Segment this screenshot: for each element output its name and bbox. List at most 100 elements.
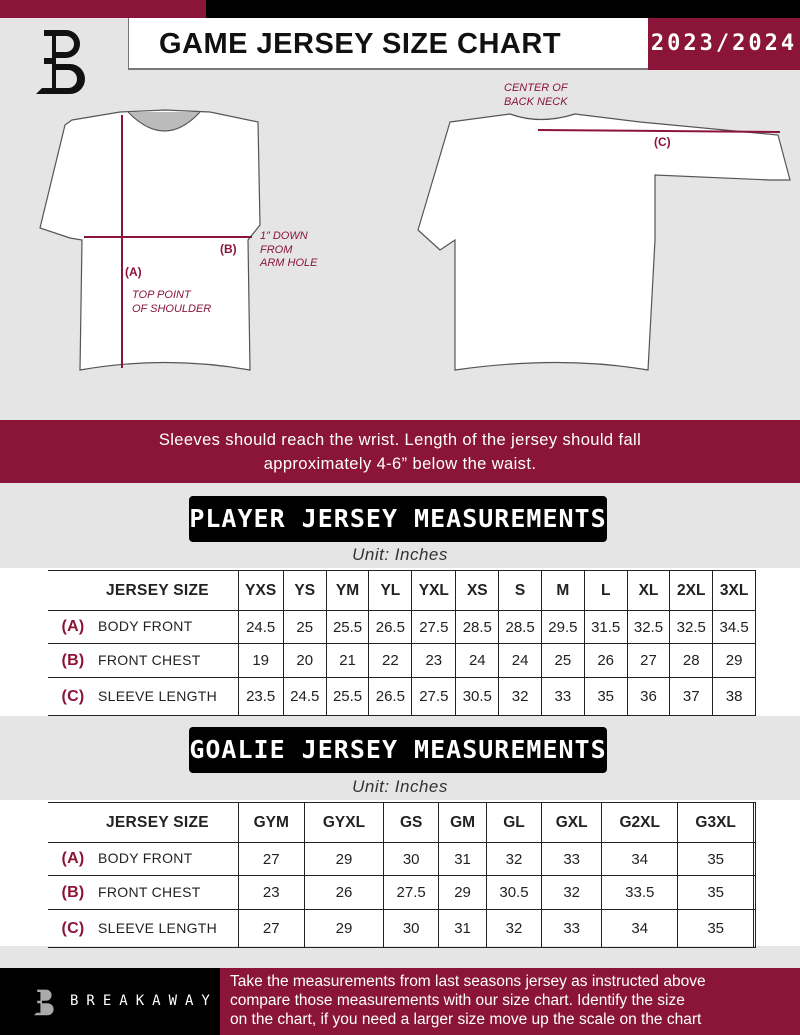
- arm-hole-note: 1” DOWN FROM ARM HOLE: [260, 230, 317, 271]
- measurement-cell: 35: [677, 875, 755, 910]
- label-a: (A): [125, 265, 142, 279]
- footer-line: Take the measurements from last seasons …: [230, 973, 706, 990]
- measurement-row: (A) BODY FRONT 24.5 25 25.5 26.5 27.5 28.5 28.5 2…: [48, 610, 756, 644]
- measurement-cell: 32: [541, 875, 603, 910]
- measurement-cell: 21: [325, 643, 370, 678]
- measurement-cell: 27: [237, 909, 305, 948]
- measurement-cell: 35: [677, 842, 755, 876]
- back-jersey: [417, 113, 791, 371]
- note-line: ARM HOLE: [260, 257, 318, 269]
- note-line: BACK NECK: [504, 95, 568, 108]
- measurement-cell: 26: [303, 875, 385, 910]
- footer-brand-name: BREAKAWAY: [70, 993, 218, 1009]
- measurement-cell: 33.5: [601, 875, 679, 910]
- measure-letter: (A): [61, 618, 85, 635]
- top-accent-bar: [0, 0, 206, 18]
- measurement-cell: 27: [626, 643, 671, 678]
- measurement-cell: 26: [583, 643, 628, 678]
- measurement-cell: 24: [498, 643, 542, 678]
- measurement-cell: 24: [455, 643, 500, 678]
- top-black-bar: [206, 0, 800, 18]
- size-col-header: YM: [325, 570, 370, 611]
- measurement-cell: 23: [411, 643, 457, 678]
- size-col-header: GS: [383, 802, 440, 843]
- measurement-cell: 29: [303, 842, 385, 876]
- note-line: TOP POINT: [132, 289, 191, 301]
- size-col-header: [753, 802, 756, 843]
- size-col-header: GYXL: [303, 802, 385, 843]
- measurement-cell: 33: [541, 842, 603, 876]
- breakaway-logo-icon: [36, 30, 85, 94]
- measurement-cell: 29.5: [540, 610, 585, 644]
- measurement-cell: 37: [669, 677, 714, 716]
- banner-line: approximately 4-6” below the waist.: [263, 455, 537, 473]
- measure-letter: (C): [61, 919, 85, 937]
- measurement-cell: 20: [282, 643, 327, 678]
- measurement-cell: 28.5: [455, 610, 500, 644]
- note-line: 1” DOWN: [260, 230, 308, 242]
- note-line: CENTER OF: [504, 82, 568, 94]
- size-col-header: YS: [282, 570, 327, 611]
- measure-label: FRONT CHEST: [98, 651, 201, 668]
- measurement-cell: 33: [540, 677, 585, 716]
- measure-label: BODY FRONT: [98, 618, 193, 634]
- size-col-header: GXL: [541, 802, 603, 843]
- measurement-cell: 32.5: [626, 610, 671, 644]
- measurement-row: (B) FRONT CHEST 19 20 21 22 23 24 24 25 26 27 28 29: [48, 643, 756, 678]
- size-col-header: GM: [438, 802, 487, 843]
- measure-label: FRONT CHEST: [98, 883, 201, 900]
- size-header-label: JERSEY SIZE: [48, 802, 239, 843]
- goalie-section-title: GOALIE JERSEY MEASUREMENTS: [189, 727, 607, 773]
- size-header-label: JERSEY SIZE: [48, 570, 239, 611]
- size-col-header: M: [540, 570, 585, 611]
- size-header-row: JERSEY SIZE YXS YS YM YL YXL XS S M L XL 2XL 3XL: [48, 570, 756, 611]
- size-col-header: YXS: [237, 570, 284, 611]
- footer-instructions: Take the measurements from last seasons …: [220, 968, 800, 1035]
- measurement-cell: 27.5: [411, 610, 457, 644]
- fit-instructions-banner: Sleeves should reach the wrist. Length o…: [0, 420, 800, 483]
- measurement-cell: 25: [540, 643, 585, 678]
- breakaway-small-logo-icon: [34, 989, 54, 1016]
- size-col-header: XS: [455, 570, 500, 611]
- center-back-neck-note: CENTER OF BACK NECK: [504, 82, 568, 109]
- measurement-cell: [753, 875, 756, 910]
- label-b: (B): [220, 242, 237, 256]
- measurement-row: (C) SLEEVE LENGTH 23.5 24.5 25.5 26.5 27.5 30.5…: [48, 677, 756, 716]
- measurement-cell: 33: [541, 909, 603, 948]
- measurement-cell: [753, 842, 756, 876]
- measurement-cell: 29: [303, 909, 385, 948]
- goalie-unit: Unit: Inches: [352, 777, 448, 796]
- label-c: (C): [654, 135, 671, 149]
- measurement-row: (A) BODY FRONT 27 29 30 31 32 33 34 35: [48, 842, 756, 876]
- measurement-cell: 27.5: [411, 677, 457, 716]
- measurement-cell: 25.5: [325, 610, 370, 644]
- measurement-cell: 27.5: [383, 875, 440, 910]
- size-col-header: GYM: [237, 802, 305, 843]
- measurement-cell: 32.5: [669, 610, 714, 644]
- measurement-cell: 34: [601, 842, 679, 876]
- measurement-cell: 34: [601, 909, 679, 948]
- jersey-diagram: [39, 109, 791, 371]
- measurement-cell: 35: [677, 909, 755, 948]
- size-col-header: G2XL: [601, 802, 679, 843]
- measurement-cell: 23.5: [237, 677, 284, 716]
- measurement-cell: [753, 909, 756, 948]
- size-col-header: 3XL: [712, 570, 756, 611]
- size-col-header: L: [583, 570, 628, 611]
- measurement-cell: 30: [383, 842, 440, 876]
- measurement-cell: 38: [712, 677, 756, 716]
- measurement-cell: 30.5: [485, 875, 543, 910]
- size-header-row: JERSEY SIZE GYM GYXL GS GM GL GXL G2XL G3XL: [48, 802, 756, 843]
- measurement-cell: 26.5: [368, 610, 413, 644]
- measurement-cell: 25.5: [325, 677, 370, 716]
- shoulder-note: TOP POINT OF SHOULDER: [132, 289, 211, 316]
- player-section-title: PLAYER JERSEY MEASUREMENTS: [189, 496, 607, 542]
- size-col-header: G3XL: [677, 802, 755, 843]
- measurement-cell: 22: [368, 643, 413, 678]
- measurement-cell: 29: [438, 875, 487, 910]
- measurement-cell: 19: [237, 643, 284, 678]
- page-title: GAME JERSEY SIZE CHART: [128, 18, 648, 70]
- measure-letter: (B): [61, 651, 85, 669]
- measure-label: BODY FRONT: [98, 850, 193, 866]
- measure-label: SLEEVE LENGTH: [98, 919, 218, 936]
